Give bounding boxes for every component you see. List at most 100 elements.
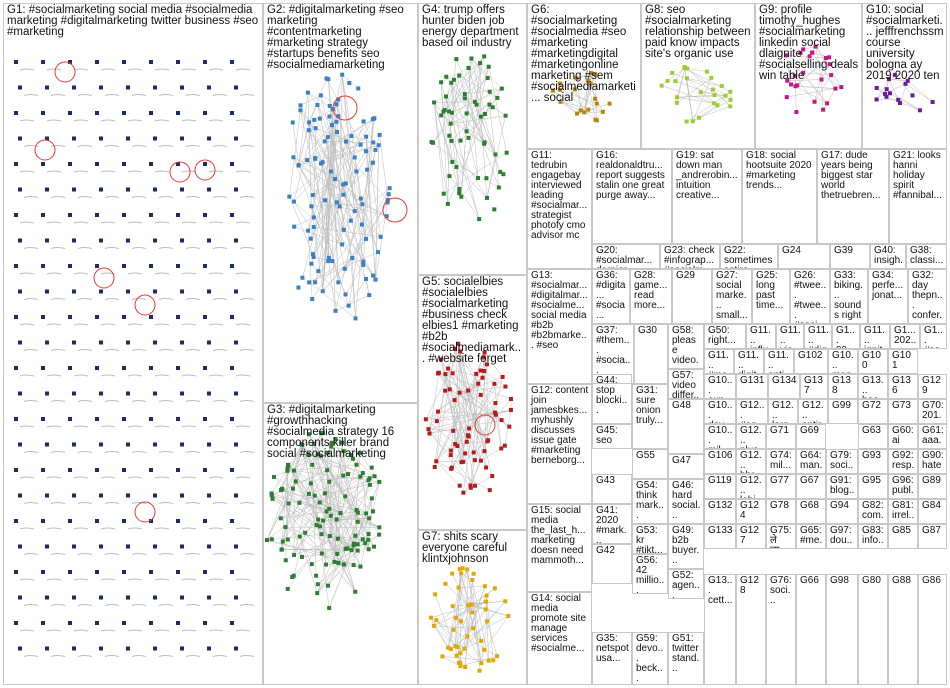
group-label-g1: G1: #socialmarketing social media #socia… bbox=[7, 4, 262, 38]
group-box-g18: G18: social hootsuite 2020 #marketing tr… bbox=[742, 149, 817, 244]
group-label-g19: G19: sat down man _andrerobin... intuiti… bbox=[676, 150, 741, 201]
group-label-g114: G11... #ma... bbox=[708, 350, 730, 374]
group-box-g75: G75: ले ला... bbox=[766, 524, 796, 549]
group-label-g84: G84 bbox=[922, 500, 941, 511]
group-label-g73: G73 bbox=[892, 400, 911, 411]
group-box-g23: G23: check #infograp... #socialm... bbox=[660, 244, 720, 269]
group-label-g53: G53: kr #tikt... bbox=[636, 525, 663, 554]
group-box-g74: G74: mil... bbox=[766, 449, 796, 474]
group-label-g34: G34: perfe... jonat... bbox=[872, 270, 906, 301]
group-label-g64: G64: man... bbox=[800, 450, 823, 474]
group-box-g57: G57: video differ... bbox=[668, 369, 704, 399]
group-box-g72: G72 bbox=[858, 399, 888, 424]
group-label-g103: G10... mil... bbox=[708, 425, 733, 449]
group-label-g44: G44: stop blocki... bbox=[596, 375, 628, 416]
group-box-g29: G29 bbox=[672, 269, 712, 324]
group-label-g41: G41: 2020 #mark... bbox=[596, 505, 627, 544]
group-box-g95: G95 bbox=[858, 474, 888, 499]
group-box-g15: G15: social media the_last_h... marketin… bbox=[527, 504, 592, 592]
group-label-g14: G14: social media promote site manage se… bbox=[531, 593, 589, 654]
group-box-g17: G17: dude years being biggest star world… bbox=[817, 149, 889, 244]
group-box-g26: G26: #twee... #twee... #soci... bbox=[790, 269, 830, 324]
group-label-g112: G11... vie... bbox=[780, 325, 801, 349]
group-box-g5: G5: socialelbies #socialelbies #socialma… bbox=[418, 275, 527, 530]
group-label-g42: G42 bbox=[596, 545, 615, 556]
group-label-g128: G128 bbox=[740, 575, 759, 596]
group-label-g8: G8: seo #socialmarketing relationship be… bbox=[645, 4, 754, 60]
group-label-g88: G88 bbox=[892, 575, 911, 586]
group-label-g108: G10... man... bbox=[832, 350, 854, 374]
group-box-g50: G50: right... bbox=[704, 324, 746, 349]
group-label-g24: G24 bbox=[782, 245, 801, 256]
group-box-g105: G10... exp... bbox=[704, 374, 736, 399]
group-box-g46: G46: hard social... bbox=[668, 479, 704, 524]
group-label-g56: G56: 42 millio... bbox=[636, 555, 665, 594]
group-label-g79: G79: soci... bbox=[830, 450, 854, 474]
group-label-g130: G13... cett... bbox=[708, 575, 733, 606]
group-label-g54: G54: think mark... bbox=[636, 480, 664, 521]
group-box-g103: G10... mil... bbox=[704, 424, 736, 449]
group-label-g23: G23: check #infograp... #socialm... bbox=[664, 245, 715, 269]
group-box-g35: G35: netspot usa... bbox=[592, 632, 632, 685]
group-label-g96: G96: publ... bbox=[892, 475, 914, 499]
group-box-g120: G12... #ag... bbox=[736, 399, 768, 424]
group-box-g137: G137 bbox=[800, 374, 828, 399]
group-box-g2: G2: #digitalmarketing #seo marketing #co… bbox=[263, 3, 418, 403]
group-box-g112: G11... vie... bbox=[776, 324, 804, 349]
group-box-g51: G51: twitter stand... bbox=[668, 632, 704, 685]
group-label-g49: G49: b2b buyer... bbox=[672, 525, 700, 566]
group-label-g21: G21: looks hanni holiday spirit #fanniba… bbox=[893, 150, 944, 201]
group-label-g71: G71 bbox=[770, 425, 789, 436]
group-label-g77: G77 bbox=[770, 475, 789, 486]
group-label-g61: G61: aaa... bbox=[922, 425, 944, 449]
group-box-g1: G1: #socialmarketing social media #socia… bbox=[3, 3, 263, 685]
group-box-g123: G12... plus... bbox=[736, 424, 766, 449]
group-label-g126: G12... bbr... bbox=[740, 450, 762, 474]
group-label-g74: G74: mil... bbox=[770, 450, 795, 471]
group-box-g73: G73 bbox=[888, 399, 918, 424]
group-box-g136: G136 bbox=[888, 374, 918, 399]
group-box-g127: G127 bbox=[736, 524, 766, 549]
group-box-g92: G92: resp... bbox=[888, 449, 918, 474]
group-label-g2: G2: #digitalmarketing #seo marketing #co… bbox=[267, 4, 408, 71]
group-label-g101: G101 bbox=[892, 350, 911, 371]
group-label-g48: G48 bbox=[672, 400, 691, 411]
group-box-g79: G79: soci... bbox=[826, 449, 858, 474]
group-label-g102: G102 bbox=[798, 350, 823, 361]
group-label-g87: G87 bbox=[922, 525, 941, 536]
group-box-g41: G41: 2020 #mark... bbox=[592, 504, 632, 544]
group-label-g3: G3: #digitalmarketing #growthhacking #so… bbox=[267, 404, 398, 460]
group-label-g9: G9: profile timothy_hughes #socialmarket… bbox=[759, 4, 862, 82]
group-label-g98: G98 bbox=[830, 575, 849, 586]
group-box-g98: G98 bbox=[826, 574, 858, 685]
group-label-g80: G80 bbox=[862, 575, 881, 586]
group-label-g86: G86 bbox=[922, 575, 941, 586]
group-box-g81: G81: irrel... bbox=[888, 499, 918, 524]
group-box-g10: G10: social #socialmarketi... jefffrench… bbox=[862, 3, 947, 149]
group-label-g76: G76: soci... bbox=[770, 575, 795, 606]
group-box-g21: G21: looks hanni holiday spirit #fanniba… bbox=[889, 149, 947, 244]
group-label-g133: G133 bbox=[708, 525, 733, 536]
group-box-g22: G22: sometimes satire entitledcy... bbox=[720, 244, 778, 269]
group-label-g97: G97: dou... bbox=[830, 525, 853, 549]
group-label-g85: G85 bbox=[892, 525, 911, 536]
group-label-g69: G69 bbox=[800, 425, 819, 436]
group-box-g67: G67 bbox=[796, 474, 826, 499]
group-box-g7: G7: shits scary everyone careful klintxj… bbox=[418, 530, 527, 685]
group-label-g63: G63 bbox=[862, 425, 881, 436]
group-box-g110: G11... ignit... bbox=[860, 324, 890, 349]
group-box-g33: G33: biking... sounds right bbox=[830, 269, 868, 324]
group-box-g106: G106 bbox=[704, 449, 736, 474]
group-label-g37: G37: #them... #socia... bbox=[596, 325, 631, 376]
group-box-g27: G27: social marke... small... bbox=[712, 269, 752, 324]
group-label-g46: G46: hard social... bbox=[672, 480, 701, 521]
group-box-g68: G68 bbox=[796, 499, 826, 524]
group-label-g95: G95 bbox=[862, 475, 881, 486]
group-label-g59: G59: devo... beck... bbox=[636, 633, 664, 684]
group-box-g84: G84 bbox=[918, 499, 947, 524]
group-box-g132: G132 bbox=[704, 499, 736, 524]
group-box-g14: G14: social media promote site manage se… bbox=[527, 592, 592, 685]
group-box-g34: G34: perfe... jonat... bbox=[868, 269, 908, 324]
group-box-g8: G8: seo #socialmarketing relationship be… bbox=[641, 3, 755, 149]
